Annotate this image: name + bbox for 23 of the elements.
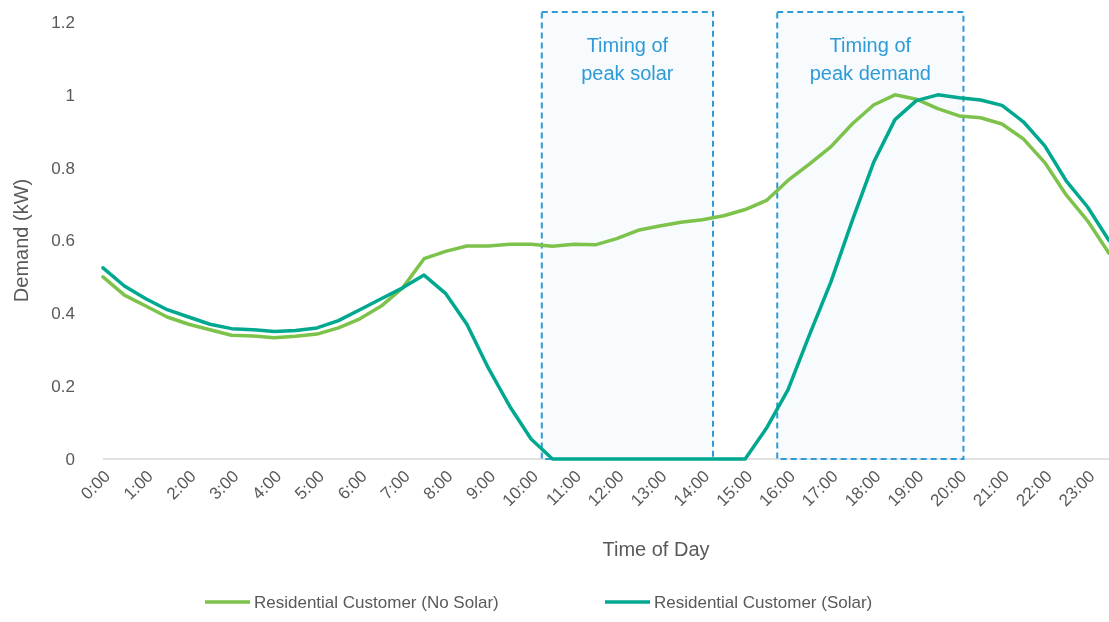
y-tick-label: 1 <box>65 85 75 105</box>
y-tick-label: 0.8 <box>51 158 75 178</box>
x-tick-label: 5:00 <box>291 466 329 504</box>
x-tick-label: 6:00 <box>334 466 371 504</box>
x-tick-label: 7:00 <box>376 466 414 504</box>
x-tick-label: 8:00 <box>419 466 457 504</box>
legend-label: Residential Customer (Solar) <box>654 593 873 612</box>
y-tick-label: 1.2 <box>51 12 75 32</box>
y-tick-label: 0.4 <box>51 304 75 324</box>
x-tick-label: 3:00 <box>205 466 243 504</box>
x-tick-label: 4:00 <box>248 466 286 504</box>
y-tick-label: 0.2 <box>51 377 75 397</box>
line-series <box>101 93 1109 461</box>
y-axis-title: Demand (kW) <box>10 178 32 303</box>
y-tick-label: 0.6 <box>51 231 75 251</box>
line-series <box>101 93 1109 340</box>
x-axis-title: Time of Day <box>602 538 710 560</box>
x-tick-label: 9:00 <box>462 466 500 504</box>
x-tick-label: 0:00 <box>77 466 115 504</box>
legend-label: Residential Customer (No Solar) <box>254 593 499 612</box>
band-label: Timing of peak solar <box>581 34 674 84</box>
band-label: Timing of peak demand <box>809 34 931 84</box>
y-tick-label: 0 <box>65 449 75 469</box>
